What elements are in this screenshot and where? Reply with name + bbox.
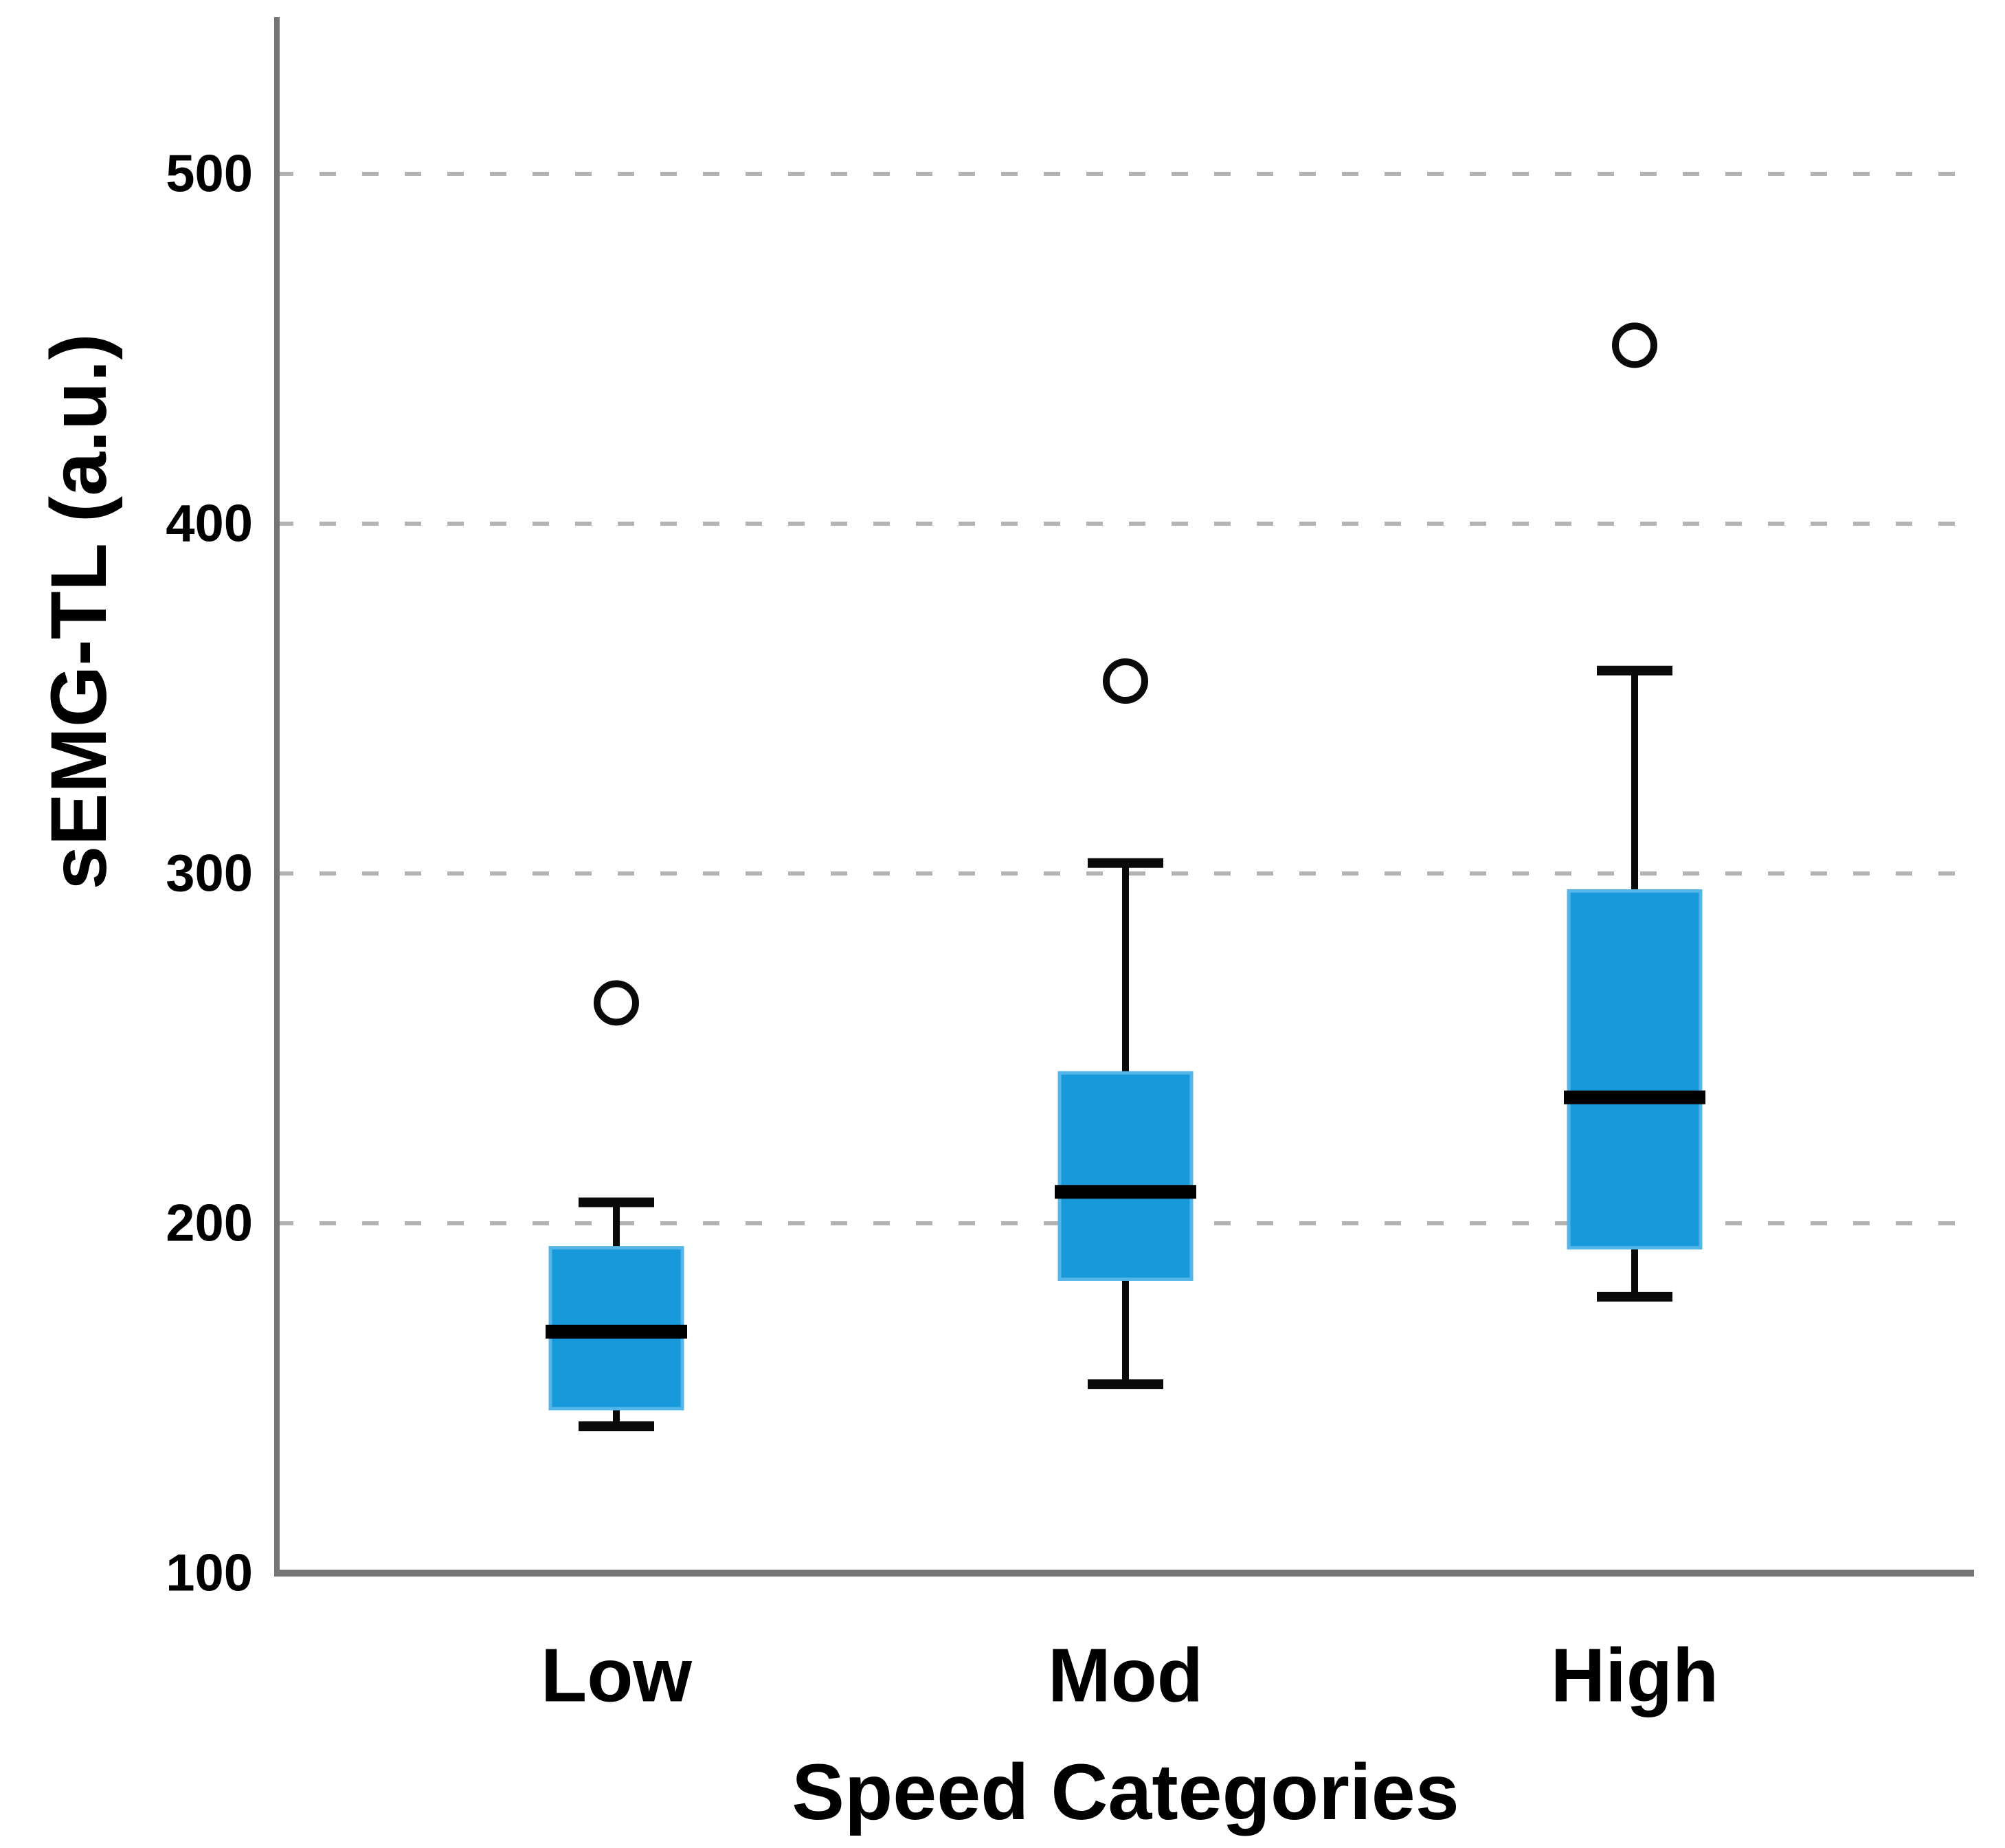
y-tick-label-300: 300 <box>166 845 253 903</box>
iqr-box-high <box>1567 889 1703 1250</box>
y-tick-label-100: 100 <box>166 1544 253 1603</box>
x-tick-label-high: High <box>1551 1634 1718 1718</box>
outlier-circle-low-0 <box>594 980 639 1026</box>
x-axis-title: Speed Categories <box>792 1748 1459 1836</box>
y-tick-label-400: 400 <box>166 495 253 553</box>
y-tick-label-200: 200 <box>166 1194 253 1253</box>
x-tick-label-mod: Mod <box>1048 1634 1203 1718</box>
y-tick-label-500: 500 <box>166 145 253 203</box>
outlier-circle-mod-0 <box>1103 658 1148 704</box>
iqr-box-mod <box>1057 1071 1194 1281</box>
x-tick-label-low: Low <box>541 1634 692 1718</box>
outlier-circle-high-0 <box>1612 322 1657 368</box>
y-axis-title: sEMG-TL (a.u.) <box>35 333 123 889</box>
